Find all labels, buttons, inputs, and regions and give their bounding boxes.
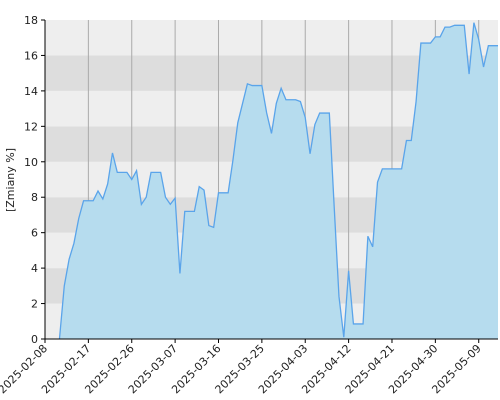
- y-tick-label: 0: [31, 333, 38, 346]
- y-tick-label: 10: [24, 156, 38, 169]
- line: [58, 22, 498, 340]
- area: [59, 22, 499, 339]
- y-tick-label: 12: [24, 120, 38, 133]
- y-tick-label: 14: [24, 85, 38, 98]
- y-tick-label: 2: [31, 298, 38, 311]
- y-tick-label: 6: [31, 227, 38, 240]
- y-tick-label: 8: [31, 191, 38, 204]
- y-tick-label: 18: [24, 14, 38, 27]
- y-tick-label: 16: [24, 49, 38, 62]
- y-tick-label: 4: [31, 262, 38, 275]
- y-axis-label: [Zmiany %]: [4, 148, 17, 212]
